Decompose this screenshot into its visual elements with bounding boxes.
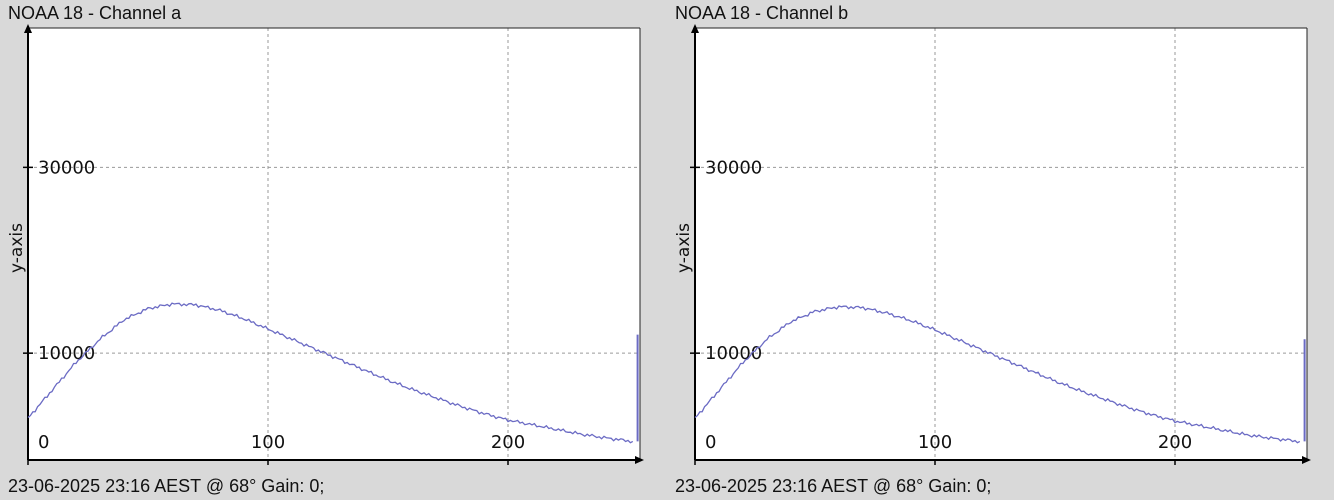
x-tick-label: 0: [705, 432, 716, 453]
chart-plot-area: 0 100 200 10000 30000 y-axis: [674, 24, 1311, 465]
y-tick-label: 10000: [38, 343, 95, 364]
y-tick-label: 10000: [705, 343, 762, 364]
chart-panel-channel-b: NOAA 18 - Channel b 0 100 200 10000 30000 y-a…: [667, 0, 1334, 500]
y-axis-arrow: [24, 24, 32, 33]
x-axis-arrow: [1302, 456, 1311, 464]
chart-title: NOAA 18 - Channel a: [8, 3, 182, 23]
series-line: [27, 302, 634, 444]
x-axis-arrow: [635, 456, 644, 464]
y-tick-label: 30000: [705, 157, 762, 178]
chart-title: NOAA 18 - Channel b: [675, 3, 849, 23]
x-tick-label: 0: [38, 432, 49, 453]
series-line: [694, 305, 1301, 444]
x-tick-label: 100: [918, 432, 952, 453]
chart-footer-caption: 23-06-2025 23:16 AEST @ 68° Gain: 0;: [675, 476, 992, 496]
y-axis-arrow: [691, 24, 699, 33]
plot-background: [28, 28, 640, 460]
y-axis-label: y-axis: [674, 223, 694, 273]
plot-background: [695, 28, 1307, 460]
chart-footer-caption: 23-06-2025 23:16 AEST @ 68° Gain: 0;: [8, 476, 325, 496]
x-tick-label: 200: [491, 432, 525, 453]
y-axis-label: y-axis: [7, 223, 27, 273]
y-tick-label: 30000: [38, 157, 95, 178]
chart-plot-area: 0 100 200 10000 30000 y-axis: [7, 24, 644, 465]
x-tick-label: 100: [251, 432, 285, 453]
chart-panel-channel-a: NOAA 18 - Channel a 0 100 200 10000 30000 y-a…: [7, 3, 644, 496]
x-tick-label: 200: [1158, 432, 1192, 453]
